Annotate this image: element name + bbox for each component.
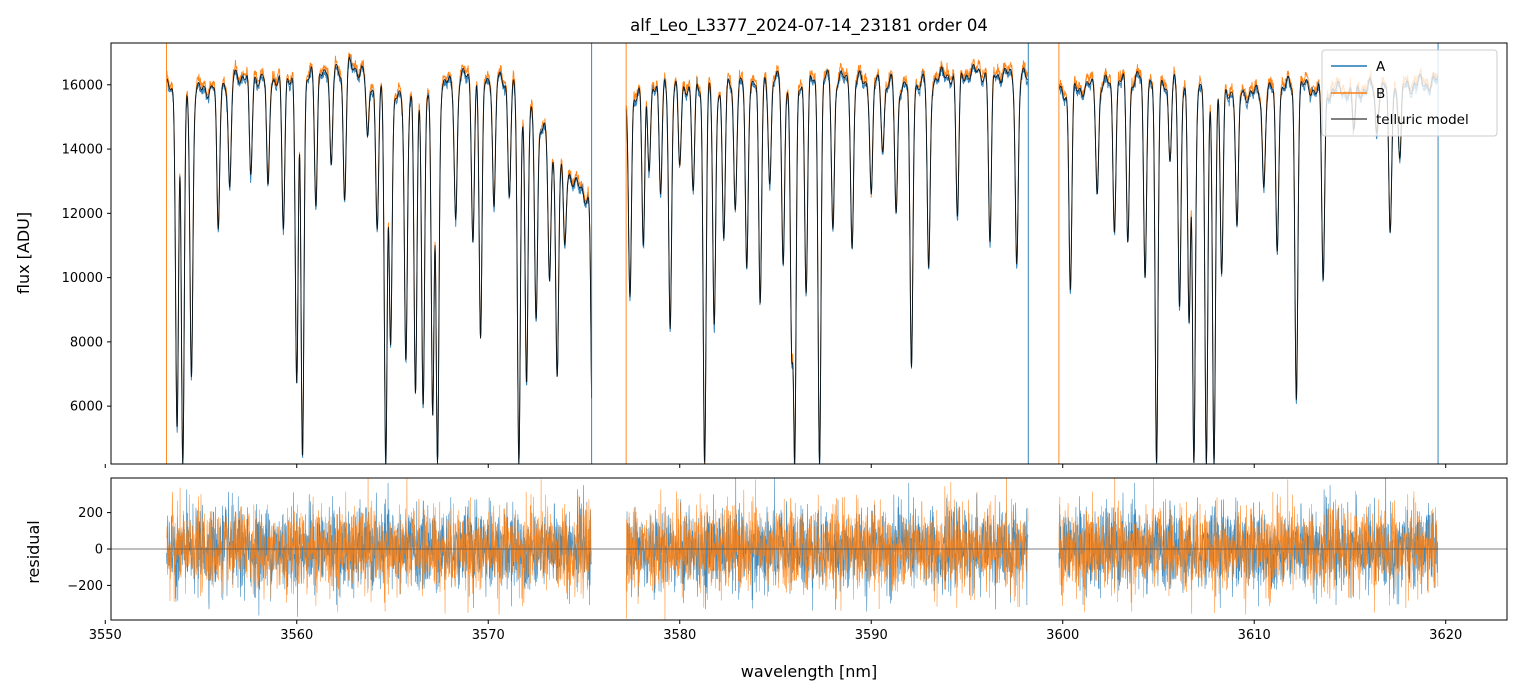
legend-box — [1321, 49, 1498, 137]
flux-y-tick-label-16000: 16000 — [62, 78, 103, 93]
x-tick-label-3610: 3610 — [1238, 628, 1271, 643]
residual-y-tick-label-0: 0 — [95, 543, 103, 558]
residual-y-tick-label-200: 200 — [78, 506, 103, 521]
x-axis-label: wavelength [nm] — [741, 662, 878, 681]
series-b-line-seg1 — [625, 58, 1029, 464]
legend-label-telluric: telluric model — [1376, 112, 1469, 128]
telluric-model-line-seg1 — [625, 63, 1029, 464]
residual-panel: −200 0 200 3550 3560 3570 3580 3590 3600 3610 362… — [24, 477, 1508, 681]
flux-y-tick-label-14000: 14000 — [62, 143, 103, 158]
x-tick-label-3600: 3600 — [1046, 628, 1079, 643]
x-tick-label-3550: 3550 — [89, 628, 122, 643]
flux-y-tick-label-6000: 6000 — [70, 400, 103, 415]
residual-b-line-seg2 — [1058, 478, 1439, 615]
residual-y-tick-label--200: −200 — [67, 579, 103, 594]
x-tick-label-3620: 3620 — [1429, 628, 1462, 643]
legend: A B telluric model — [1321, 49, 1498, 137]
residual-x-ticks: 3550 3560 3570 3580 3590 3600 3610 3620 — [89, 620, 1462, 643]
residual-series-group — [111, 478, 1507, 620]
x-tick-label-3570: 3570 — [472, 628, 505, 643]
flux-y-tick-label-12000: 12000 — [62, 207, 103, 222]
flux-axes-frame — [110, 42, 1508, 465]
flux-y-axis-label: flux [ADU] — [14, 212, 33, 294]
residual-b-line-seg0 — [166, 478, 592, 615]
x-tick-label-3580: 3580 — [663, 628, 696, 643]
legend-label-a: A — [1376, 59, 1386, 75]
flux-y-ticks: 6000 8000 10000 12000 14000 16000 — [62, 78, 111, 415]
residual-a-line-seg0 — [166, 482, 592, 617]
x-tick-label-3560: 3560 — [280, 628, 313, 643]
chart-title: alf_Leo_L3377_2024-07-14_23181 order 04 — [630, 16, 988, 36]
flux-y-tick-label-10000: 10000 — [62, 271, 103, 286]
residual-b-line-seg1 — [625, 478, 1029, 620]
telluric-model-line-seg0 — [166, 56, 592, 464]
residual-y-ticks: −200 0 200 — [67, 506, 111, 594]
residual-y-axis-label: residual — [24, 520, 43, 583]
legend-label-b: B — [1376, 86, 1385, 102]
x-tick-label-3590: 3590 — [855, 628, 888, 643]
flux-x-ticks — [104, 464, 1447, 468]
flux-y-tick-label-8000: 8000 — [70, 335, 103, 350]
flux-series-group — [166, 43, 1439, 464]
series-a-line-seg1 — [625, 64, 1029, 464]
